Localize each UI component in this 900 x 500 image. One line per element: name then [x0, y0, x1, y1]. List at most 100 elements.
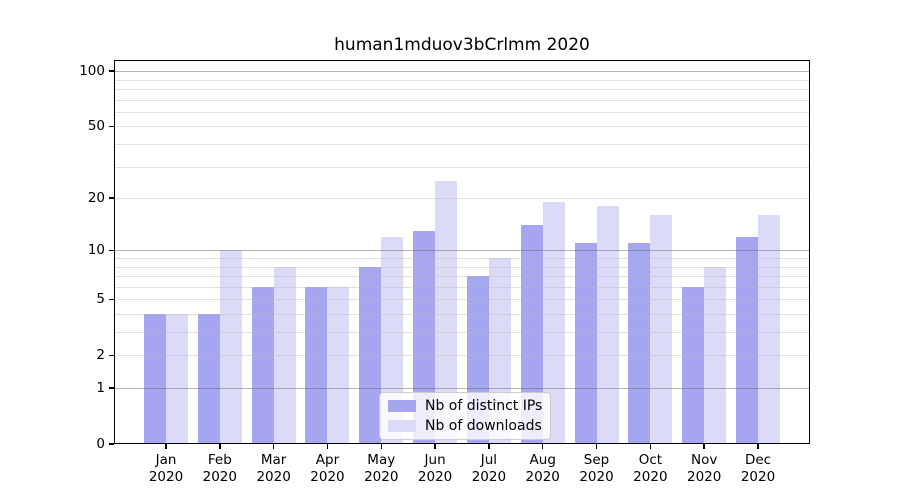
chart-title: human1mduov3bCrlmm 2020	[334, 35, 590, 55]
x-tick-month-jun: Jun	[424, 452, 446, 468]
x-tick-month-jul: Jul	[480, 452, 498, 468]
bar-downloads-jan	[166, 313, 188, 444]
x-tick-label-feb: Feb 2020	[188, 452, 252, 486]
bar-downloads-oct	[650, 215, 673, 444]
x-tick-label-aug: Aug 2020	[511, 452, 575, 486]
gridline-minor-30	[114, 166, 810, 168]
x-tick-year-mar: 2020	[256, 469, 291, 485]
gridline-major-100	[114, 71, 810, 73]
bar-downloads-nov	[704, 266, 727, 444]
gridline-major-1	[114, 388, 810, 389]
y-tick-label-0: 0	[96, 436, 105, 452]
bar-distinct-ips-aug	[520, 225, 543, 444]
x-tick-jan	[165, 444, 167, 449]
x-tick-year-jan: 2020	[148, 469, 184, 485]
x-tick-month-feb: Feb	[207, 452, 232, 468]
y-tick-label-50: 50	[87, 118, 105, 135]
x-tick-label-jan: Jan 2020	[134, 452, 198, 486]
x-tick-month-mar: Mar	[260, 452, 287, 468]
x-tick-year-sep: 2020	[579, 469, 614, 485]
bar-downloads-mar	[273, 266, 296, 444]
gridline-minor-9	[114, 257, 810, 259]
bar-downloads-jun	[435, 180, 458, 444]
legend: Nb of distinct IPs Nb of downloads	[379, 392, 552, 440]
gridline-minor-20	[114, 198, 810, 200]
gridline-minor-3	[114, 332, 810, 333]
legend-label-downloads: Nb of downloads	[425, 418, 542, 434]
gridline-minor-8	[114, 266, 810, 268]
y-tick-0	[109, 443, 114, 445]
gridline-minor-80	[114, 89, 810, 90]
y-tick-label-100: 100	[79, 63, 105, 80]
gridline-minor-60	[114, 111, 810, 113]
bar-distinct-ips-mar	[251, 286, 274, 444]
y-tick-label-20: 20	[87, 190, 105, 207]
x-tick-dec	[757, 444, 759, 449]
gridline-minor-70	[114, 99, 810, 101]
bar-downloads-apr	[327, 286, 350, 444]
legend-item-distinct-ips: Nb of distinct IPs	[388, 398, 542, 414]
plot-area	[114, 60, 810, 444]
x-tick-mar	[272, 444, 275, 449]
legend-item-downloads: Nb of downloads	[388, 418, 542, 434]
x-tick-year-jul: 2020	[471, 469, 507, 485]
bar-distinct-ips-dec	[736, 236, 758, 444]
bar-distinct-ips-nov	[682, 286, 705, 444]
x-tick-nov	[703, 444, 705, 449]
x-tick-month-aug: Aug	[529, 452, 556, 468]
grid-overlay	[114, 60, 810, 444]
x-tick-label-jul: Jul 2020	[457, 452, 521, 486]
legend-swatch-distinct-ips	[388, 400, 416, 412]
bar-distinct-ips-apr	[305, 286, 328, 444]
x-tick-year-may: 2020	[364, 469, 399, 485]
y-tick-1	[109, 387, 114, 389]
x-tick-year-aug: 2020	[525, 469, 560, 485]
y-tick-20	[109, 197, 114, 199]
x-tick-year-nov: 2020	[686, 469, 722, 485]
bar-distinct-ips-oct	[628, 243, 651, 444]
y-tick-50	[109, 125, 114, 128]
y-tick-2	[109, 354, 114, 356]
y-tick-10	[109, 249, 114, 252]
x-tick-jun	[434, 444, 436, 449]
x-tick-month-may: May	[367, 452, 396, 468]
legend-label-distinct-ips: Nb of distinct IPs	[425, 398, 543, 414]
x-tick-label-apr: Apr 2020	[295, 452, 359, 486]
y-tick-5	[109, 298, 114, 300]
x-tick-label-sep: Sep 2020	[565, 452, 629, 486]
x-tick-feb	[219, 444, 221, 449]
x-tick-label-nov: Nov 2020	[672, 452, 736, 486]
x-tick-aug	[541, 444, 544, 449]
y-tick-label-10: 10	[87, 242, 105, 259]
x-tick-month-dec: Dec	[744, 452, 772, 468]
x-tick-year-dec: 2020	[740, 469, 776, 485]
x-tick-may	[380, 444, 383, 449]
x-tick-jul	[488, 444, 490, 449]
gridline-minor-2	[114, 355, 810, 357]
gridline-minor-6	[114, 286, 810, 288]
gridline-minor-4	[114, 313, 810, 315]
y-tick-label-5: 5	[96, 291, 105, 308]
x-tick-month-jan: Jan	[155, 452, 177, 468]
x-tick-month-nov: Nov	[690, 452, 718, 468]
x-tick-year-oct: 2020	[633, 469, 668, 485]
gridline-major-10	[114, 250, 810, 252]
bar-distinct-ips-may	[359, 266, 382, 444]
x-tick-apr	[326, 444, 329, 449]
bar-downloads-aug	[542, 202, 565, 444]
x-tick-oct	[649, 444, 652, 449]
x-tick-label-may: May 2020	[349, 452, 413, 486]
gridline-minor-7	[114, 276, 810, 278]
gridline-minor-40	[114, 144, 810, 145]
legend-swatch-downloads	[388, 420, 416, 432]
x-tick-sep	[595, 444, 598, 449]
x-tick-month-apr: Apr	[315, 452, 340, 468]
x-tick-label-jun: Jun 2020	[403, 452, 467, 486]
x-tick-year-jun: 2020	[417, 469, 453, 485]
x-tick-year-feb: 2020	[202, 469, 237, 485]
bar-downloads-feb	[219, 250, 242, 444]
gridline-minor-90	[114, 79, 810, 81]
bar-distinct-ips-jun	[413, 230, 436, 444]
gridline-minor-5	[114, 299, 810, 301]
